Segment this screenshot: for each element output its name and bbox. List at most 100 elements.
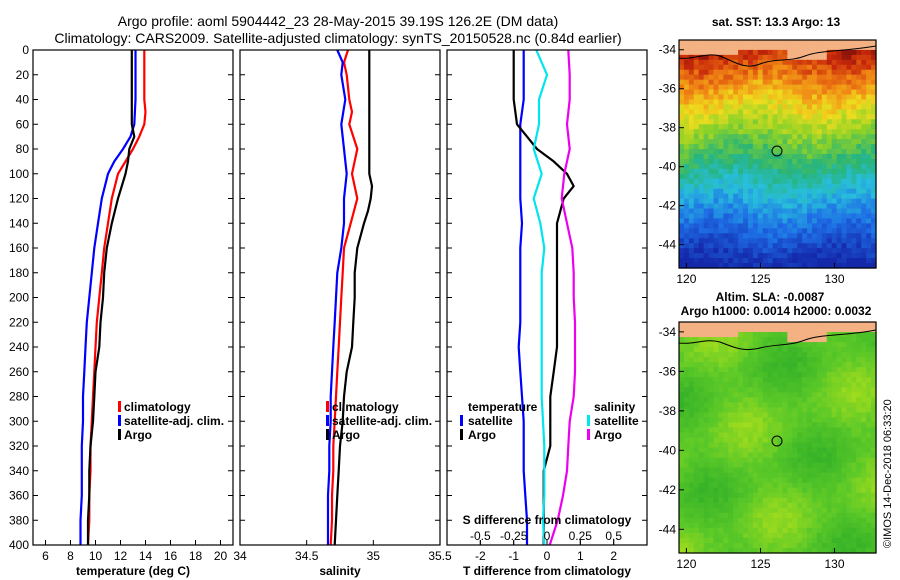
sla-cell (787, 377, 793, 383)
sla-cell (871, 532, 877, 539)
sst-cell (871, 203, 877, 210)
sst-cell (841, 84, 848, 91)
sst-cell (738, 198, 744, 205)
sla-cell (713, 357, 719, 363)
sla-cell (683, 407, 690, 413)
sst-cell (757, 104, 764, 110)
sst-cell (802, 158, 808, 165)
sst-cell (841, 233, 848, 239)
sst-cell (871, 84, 877, 91)
sla-cell (683, 397, 690, 403)
sst-cell (807, 188, 813, 195)
sla-cell (782, 442, 788, 449)
sst-cell (782, 154, 788, 160)
sst-cell (851, 173, 857, 180)
sst-map-axes: 120 125 130-34-36-38-40-42-44 (659, 43, 845, 286)
sla-cell (683, 357, 690, 363)
sst-cell (866, 109, 872, 115)
sst-cell (787, 64, 793, 71)
sla-cell (821, 522, 828, 529)
sst-cell (851, 109, 857, 115)
sla-map-lon-tick-label: 125 (750, 557, 770, 571)
sla-cell (679, 492, 685, 499)
sla-cell (807, 517, 813, 524)
sla-cell (733, 352, 739, 358)
sst-cell (787, 69, 793, 76)
sst-cell (861, 134, 867, 140)
sla-cell (713, 337, 719, 343)
s-difference-tick-label: -0.25 (500, 529, 528, 543)
sst-cell (807, 253, 813, 259)
sla-cell (708, 462, 715, 469)
sla-cell (703, 372, 710, 378)
sst-cell (841, 89, 848, 96)
sla-cell (861, 502, 867, 509)
sla-cell (816, 447, 823, 454)
sst-cell (871, 238, 877, 244)
sst-cell (713, 253, 719, 259)
legend-label-t-argo: Argo (468, 428, 496, 442)
sst-cell (851, 228, 857, 234)
sst-cell (787, 84, 793, 91)
sst-cell (792, 243, 798, 249)
sst-cell (757, 198, 764, 205)
t-difference-tick-label: 0 (544, 549, 551, 563)
sst-cell (738, 233, 744, 239)
sst-cell (782, 158, 788, 165)
sla-cell (698, 427, 705, 434)
sla-cell (782, 347, 788, 353)
sst-cell (767, 134, 774, 140)
sst-cell (762, 124, 769, 130)
sla-cell (807, 392, 813, 398)
sla-cell (772, 437, 779, 444)
sla-cell (811, 527, 818, 534)
sla-cell (723, 537, 729, 544)
sst-cell (743, 99, 749, 106)
sst-cell (851, 193, 857, 200)
sla-cell (826, 372, 833, 378)
sst-cell (698, 109, 705, 115)
sst-cell (713, 158, 719, 165)
sst-cell (718, 79, 724, 86)
sst-cell (757, 208, 764, 215)
sla-cell (747, 342, 754, 348)
sst-cell (733, 79, 739, 86)
sst-cell (733, 193, 739, 200)
sst-cell (816, 178, 823, 185)
sla-cell (861, 337, 867, 343)
sst-cell (831, 238, 838, 244)
sla-cell (743, 322, 749, 328)
sla-cell (866, 392, 872, 398)
sst-cell (807, 183, 813, 190)
sst-cell (708, 69, 715, 76)
sst-cell (826, 99, 833, 106)
sst-cell (861, 40, 867, 46)
sla-cell (802, 457, 808, 464)
sla-cell (718, 437, 724, 444)
sst-cell (861, 243, 867, 249)
sla-cell (787, 422, 793, 429)
sst-cell (807, 163, 813, 170)
sla-cell (703, 337, 710, 343)
sst-cell (816, 99, 823, 106)
sla-cell (728, 327, 734, 333)
sla-cell (807, 432, 813, 439)
sla-cell (866, 407, 872, 413)
sla-cell (831, 522, 838, 529)
sla-cell (836, 432, 843, 439)
sst-cell (713, 134, 719, 140)
sst-cell (797, 158, 803, 165)
sst-cell (713, 263, 719, 269)
sla-cell (728, 547, 734, 554)
sst-cell (679, 228, 685, 234)
sla-cell (816, 327, 823, 333)
sst-cell (861, 74, 867, 81)
sla-cell (831, 372, 838, 378)
sla-cell (782, 547, 788, 554)
sst-cell (698, 79, 705, 86)
sst-cell (846, 198, 852, 205)
sst-cell (767, 114, 774, 120)
sla-cell (772, 522, 779, 529)
sla-cell (752, 332, 759, 338)
sst-cell (871, 104, 877, 110)
